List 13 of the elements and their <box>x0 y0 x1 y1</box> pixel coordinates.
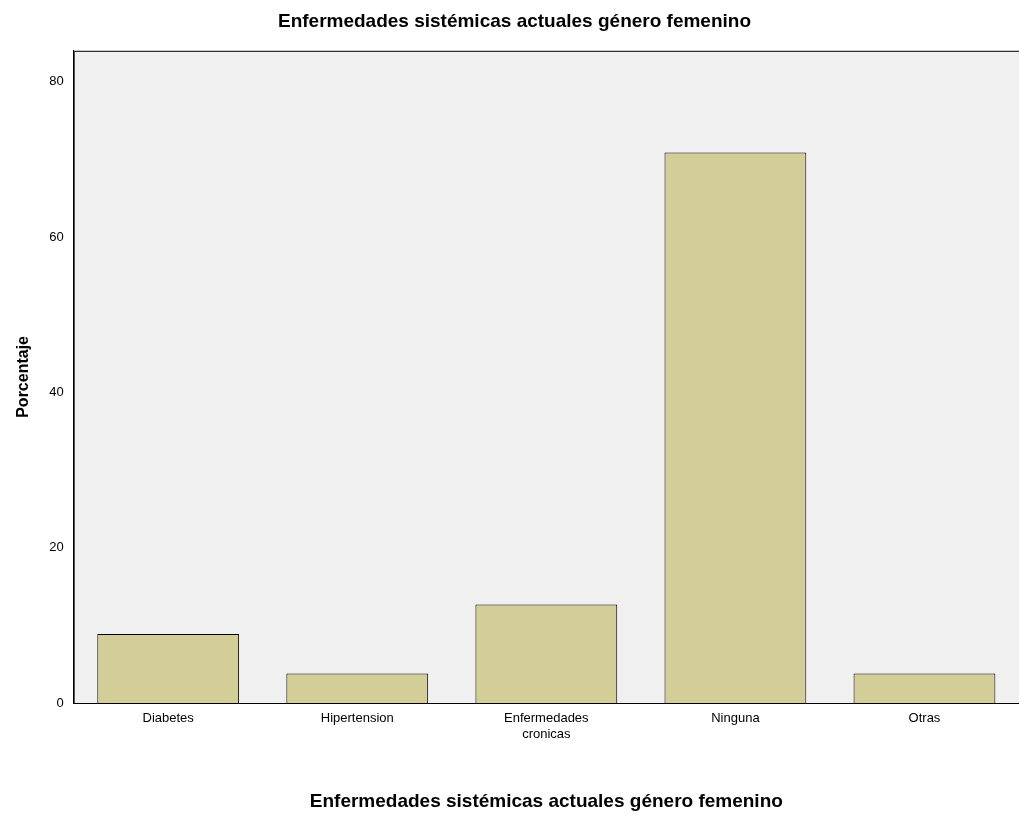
y-tick-label: 40 <box>49 384 64 400</box>
x-tick-label: Ninguna <box>711 710 761 726</box>
y-tick-label: 20 <box>49 539 64 555</box>
x-tick-label: Otras <box>908 710 941 726</box>
chart-title: Enfermedades sistémicas actuales género femenino <box>277 9 752 31</box>
x-tick-label: Enfermedades cronicas <box>504 710 590 741</box>
y-tick-label: 0 <box>56 694 64 710</box>
y-axis-title: Porcentaje <box>14 335 32 418</box>
x-axis-title: Enfermedades sistémicas actuales género femenino <box>309 789 783 811</box>
x-tick-label: Hipertension <box>320 710 394 726</box>
y-tick-label: 80 <box>49 73 64 89</box>
y-tick-label: 60 <box>49 228 64 244</box>
x-tick-label: Diabetes <box>142 710 195 726</box>
